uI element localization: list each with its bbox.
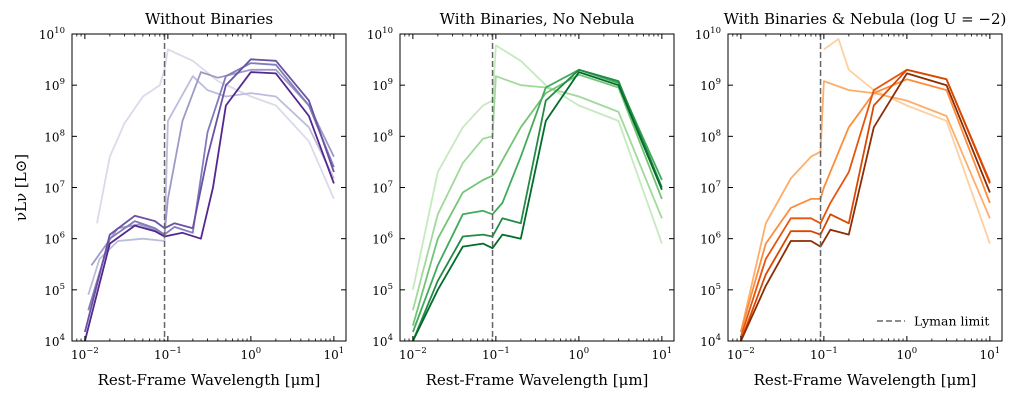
panel-3: 10−2 10−1 100 101 104 105 106 107 108 109 1010With… [695, 10, 1007, 389]
x-axis-label: Rest-Frame Wavelength [μm] [426, 371, 649, 389]
y-tick-label: 108 [372, 128, 393, 144]
series-line-2 [88, 76, 334, 295]
y-tick-label: 107 [44, 180, 65, 196]
series-line-5 [741, 70, 990, 341]
x-axis-label: Rest-Frame Wavelength [μm] [98, 371, 321, 389]
y-tick-label: 109 [700, 77, 721, 93]
x-tick-label: 10−1 [154, 346, 182, 362]
x-tick-label: 100 [241, 346, 262, 362]
x-tick-label: 101 [980, 346, 1001, 362]
y-tick-label: 104 [700, 333, 721, 349]
y-tick-label: 105 [700, 282, 721, 298]
x-axis-label: Rest-Frame Wavelength [μm] [754, 371, 977, 389]
x-tick-label: 10−2 [727, 346, 755, 362]
panel-1: 10−2 10−1 100 101 104 105 106 107 108 109 1010 With… [12, 10, 346, 389]
y-tick-label: 105 [372, 282, 393, 298]
panel-title: With Binaries, No Nebula [440, 10, 635, 28]
y-axis-label: νLν [L⊙] [12, 154, 30, 221]
x-tick-label: 10−1 [810, 346, 838, 362]
y-tick-label: 106 [372, 231, 393, 247]
legend-label: Lyman limit [914, 314, 989, 329]
series-line-6 [85, 72, 334, 341]
y-tick-label: 1010 [367, 26, 393, 42]
y-tick-label: 1010 [695, 26, 721, 42]
series-line-6 [741, 73, 990, 341]
x-tick-label: 100 [897, 346, 918, 362]
y-tick-label: 107 [372, 180, 393, 196]
y-tick-label: 108 [44, 128, 65, 144]
series-group [741, 39, 990, 341]
panel-2: 10−2 10−1 100 101 104 105 106 107 108 109 1010 With… [367, 10, 674, 389]
panel-title: Without Binaries [145, 10, 273, 28]
x-tick-label: 100 [569, 346, 590, 362]
x-tick-label: 10−2 [399, 346, 427, 362]
axes-frame [728, 34, 1002, 341]
y-tick-label: 109 [44, 77, 65, 93]
series-line-1 [97, 49, 334, 223]
axes-frame [72, 34, 346, 341]
y-tick-label: 1010 [39, 26, 65, 42]
series-line-1 [413, 45, 662, 289]
x-tick-label: 10−1 [482, 346, 510, 362]
y-tick-label: 106 [700, 231, 721, 247]
series-group [85, 49, 334, 341]
x-tick-label: 101 [652, 346, 673, 362]
panel-title: With Binaries & Nebula (log U = −2) [724, 10, 1007, 28]
series-group [413, 45, 662, 341]
y-tick-label: 108 [700, 128, 721, 144]
y-tick-label: 106 [44, 231, 65, 247]
y-tick-label: 107 [700, 180, 721, 196]
x-tick-label: 10−2 [71, 346, 99, 362]
axes-frame [400, 34, 674, 341]
y-tick-label: 105 [44, 282, 65, 298]
y-tick-label: 104 [372, 333, 393, 349]
series-line-4 [741, 70, 990, 337]
series-line-3 [91, 70, 334, 266]
y-tick-label: 104 [44, 333, 65, 349]
x-tick-label: 101 [324, 346, 345, 362]
y-tick-label: 109 [372, 77, 393, 93]
series-line-4 [413, 70, 662, 332]
